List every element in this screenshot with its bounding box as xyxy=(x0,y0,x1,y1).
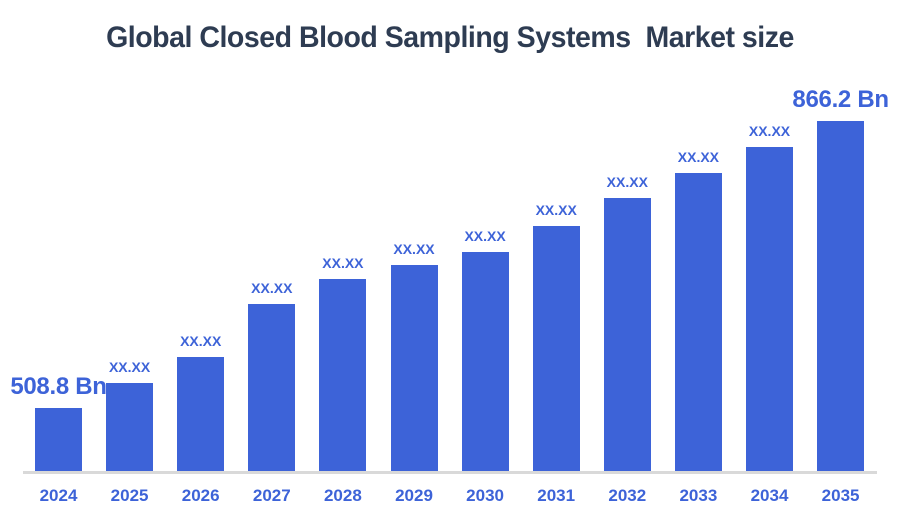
bar-2032 xyxy=(603,198,651,471)
x-tick-label-2030: 2030 xyxy=(466,486,504,505)
bar-2028 xyxy=(319,279,367,471)
value-label-2026: XX.XX xyxy=(180,333,222,349)
x-tick-label-2024: 2024 xyxy=(39,486,78,505)
bar-2024 xyxy=(35,408,82,471)
bar-2030 xyxy=(461,252,509,471)
bar-2027 xyxy=(248,304,296,471)
bar-2031 xyxy=(532,226,580,471)
x-tick-label-2029: 2029 xyxy=(395,486,433,505)
x-tick-label-2026: 2026 xyxy=(181,486,220,505)
bar-2026 xyxy=(177,357,225,471)
value-label-2025: XX.XX xyxy=(108,359,151,375)
value-label-2033: XX.XX xyxy=(677,149,720,165)
value-label-2030: XX.XX xyxy=(464,228,506,244)
x-axis-line xyxy=(23,471,877,474)
value-label-2034: XX.XX xyxy=(748,123,791,139)
x-tick-label-2031: 2031 xyxy=(537,486,576,505)
bar-2035 xyxy=(817,121,865,471)
x-tick-label-2035: 2035 xyxy=(821,486,860,505)
bar-2025 xyxy=(106,383,154,471)
bar-2029 xyxy=(390,265,438,471)
value-label-2035: 866.2 Bn xyxy=(792,86,889,113)
value-label-2032: XX.XX xyxy=(606,174,648,190)
value-label-2029: XX.XX xyxy=(393,241,435,257)
value-label-2024: 508.8 Bn xyxy=(10,373,107,400)
x-tick-label-2028: 2028 xyxy=(323,486,362,505)
chart-title: Global Closed Blood Sampling Systems Mar… xyxy=(106,21,794,54)
value-label-2027: XX.XX xyxy=(251,280,293,296)
x-tick-label-2025: 2025 xyxy=(110,486,149,505)
x-tick-label-2033: 2033 xyxy=(679,486,718,505)
x-tick-label-2027: 2027 xyxy=(252,486,291,505)
bar-2033 xyxy=(674,173,722,471)
bar-2034 xyxy=(746,147,793,471)
x-tick-label-2032: 2032 xyxy=(608,486,647,505)
value-label-2028: XX.XX xyxy=(322,255,364,271)
value-label-2031: XX.XX xyxy=(535,202,577,218)
x-tick-label-2034: 2034 xyxy=(750,486,789,505)
